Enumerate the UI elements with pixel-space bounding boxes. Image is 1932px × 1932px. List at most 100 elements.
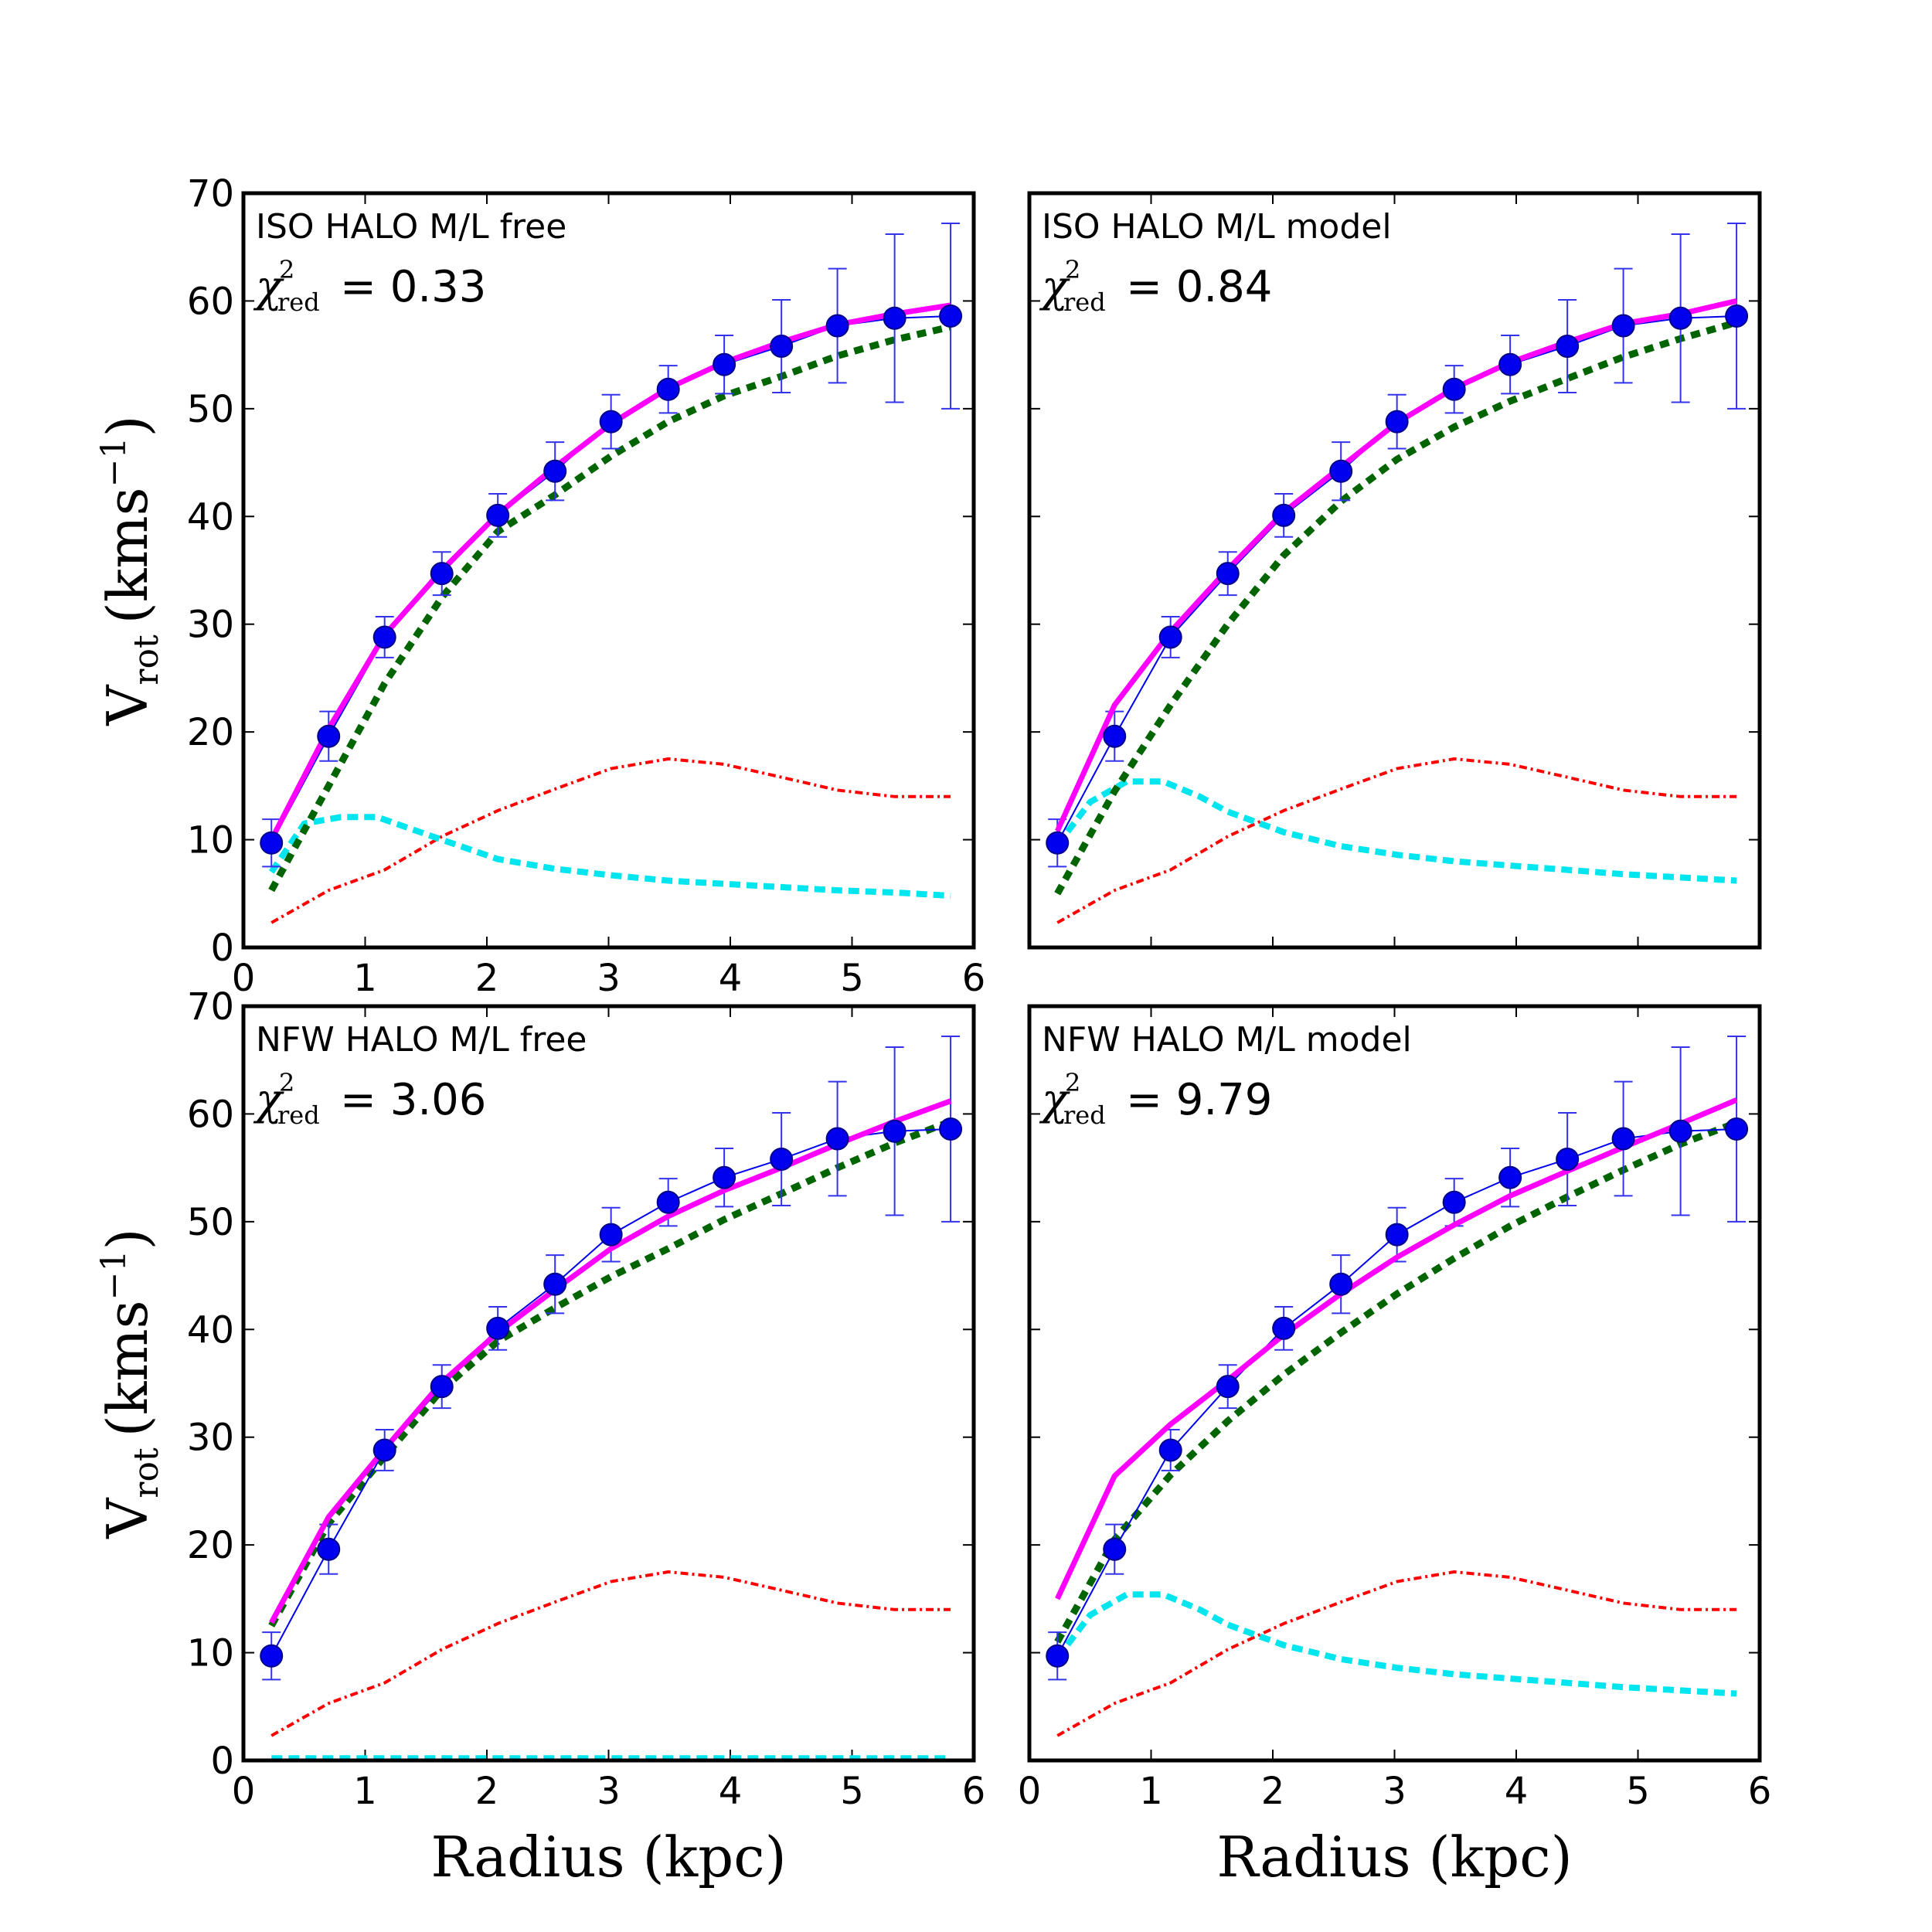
plot-area xyxy=(1046,223,1749,924)
chi-squared-value: = 9.79 xyxy=(1126,1075,1272,1125)
x-axis-title: Radius (kpc) xyxy=(430,1825,786,1889)
observed-point xyxy=(317,724,341,748)
observed-point xyxy=(825,1127,849,1151)
panel-title: ISO HALO M/L model xyxy=(1042,207,1392,247)
series-gas-line xyxy=(1056,1570,1737,1737)
x-tick-label: 3 xyxy=(1383,1770,1406,1813)
observed-point xyxy=(1329,1272,1353,1296)
observed-point xyxy=(713,1165,736,1189)
chi-squared-sup: 2 xyxy=(1065,255,1080,284)
panel-frame xyxy=(1027,1004,1762,1763)
plot-area xyxy=(1046,1036,1749,1737)
chi-squared-sup: 2 xyxy=(1065,1068,1080,1097)
observed-point xyxy=(1725,1117,1749,1141)
chi-squared-sup: 2 xyxy=(279,255,294,284)
observed-point xyxy=(1556,334,1580,358)
observed-point xyxy=(599,410,623,434)
y-tick-label: 50 xyxy=(187,388,234,431)
observed-point xyxy=(939,304,963,328)
chi-squared-label: χ xyxy=(253,1075,284,1125)
observed-point xyxy=(430,1375,454,1399)
x-axis-title: Radius (kpc) xyxy=(1216,1825,1572,1889)
chi-squared-label: χ xyxy=(1039,262,1070,312)
panel-frame xyxy=(241,1004,976,1763)
x-tick-label: 0 xyxy=(232,1770,256,1813)
observed-point xyxy=(1103,724,1127,748)
x-tick-label: 5 xyxy=(840,957,864,1000)
series-stars-line xyxy=(268,814,951,900)
observed-point xyxy=(939,1117,963,1141)
x-tick-label: 5 xyxy=(1626,1770,1650,1813)
x-tick-label: 5 xyxy=(840,1770,864,1813)
series-gas-line xyxy=(1056,757,1737,924)
series-stars-line xyxy=(1055,778,1737,884)
series-stars-line xyxy=(1055,1591,1737,1697)
panel-frame xyxy=(1027,191,1762,950)
chi-squared-value: = 0.84 xyxy=(1126,262,1272,312)
y-tick-label: 60 xyxy=(187,280,234,323)
x-tick-label: 0 xyxy=(232,957,256,1000)
observed-point xyxy=(883,306,906,330)
observed-point xyxy=(1329,459,1353,483)
series-total-line xyxy=(269,1098,952,1624)
observed-point xyxy=(543,459,567,483)
observed-point xyxy=(260,1644,284,1668)
plot-area xyxy=(260,223,963,924)
y-tick-label: 40 xyxy=(187,1308,234,1352)
panel-2: ISO HALO M/L model χ2 red = 0.84 xyxy=(1027,191,1762,950)
y-axis-title: Vrot(kms−1) xyxy=(94,415,166,726)
observed-point xyxy=(1498,352,1522,376)
y-tick-label: 70 xyxy=(187,985,234,1029)
observed-point xyxy=(599,1223,623,1247)
x-tick-label: 4 xyxy=(719,1770,743,1813)
observed-point xyxy=(770,334,794,358)
series-halo-line xyxy=(268,323,952,893)
observed-point xyxy=(1668,306,1692,330)
observed-point xyxy=(1442,377,1466,401)
y-tick-label: 50 xyxy=(187,1201,234,1244)
y-tick-label: 70 xyxy=(187,172,234,216)
y-tick-label: 10 xyxy=(187,1632,234,1675)
chi-squared-sub: red xyxy=(277,1100,320,1130)
x-tick-label: 2 xyxy=(475,1770,499,1813)
observed-point xyxy=(1498,1165,1522,1189)
observed-point xyxy=(1385,410,1409,434)
observed-point xyxy=(713,352,736,376)
x-tick-label: 0 xyxy=(1018,1770,1042,1813)
x-tick-label: 2 xyxy=(475,957,499,1000)
y-axis-title: Vrot(kms−1) xyxy=(94,1228,166,1539)
observed-point xyxy=(656,1190,680,1214)
chi-squared-value: = 3.06 xyxy=(340,1075,486,1125)
observed-point xyxy=(1216,562,1240,586)
chi-squared-sup: 2 xyxy=(279,1068,294,1097)
observed-point xyxy=(883,1119,906,1143)
x-tick-label: 1 xyxy=(353,1770,377,1813)
x-tick-label: 4 xyxy=(1505,1770,1529,1813)
y-tick-label: 20 xyxy=(187,711,234,754)
y-tick-label: 0 xyxy=(210,1740,234,1783)
observed-point xyxy=(260,831,284,855)
x-tick-label: 4 xyxy=(719,957,743,1000)
series-gas-line xyxy=(270,1570,951,1737)
x-tick-label: 3 xyxy=(597,1770,621,1813)
observed-point xyxy=(1046,1644,1070,1668)
chi-squared-sub: red xyxy=(1063,287,1106,317)
observed-point xyxy=(1556,1147,1580,1171)
x-tick-label: 3 xyxy=(597,957,621,1000)
panel-frame xyxy=(241,191,976,950)
observed-point xyxy=(770,1147,794,1171)
observed-point xyxy=(1103,1537,1127,1561)
observed-point xyxy=(1611,314,1635,338)
x-tick-label: 6 xyxy=(962,957,986,1000)
y-tick-label: 40 xyxy=(187,495,234,539)
observed-point xyxy=(543,1272,567,1296)
x-tick-label: 1 xyxy=(353,957,377,1000)
chi-squared-sub: red xyxy=(1063,1100,1106,1130)
panel-title: NFW HALO M/L free xyxy=(256,1020,587,1060)
observed-point xyxy=(1442,1190,1466,1214)
observed-point xyxy=(372,625,396,649)
